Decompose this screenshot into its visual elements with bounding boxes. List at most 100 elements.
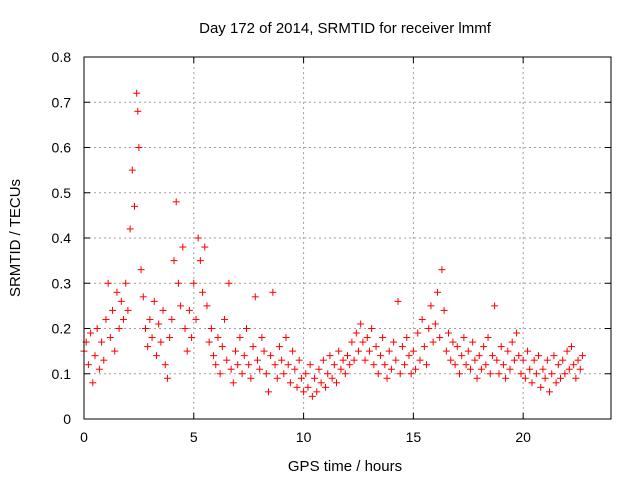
data-point <box>139 293 147 301</box>
data-point <box>324 370 332 378</box>
data-point <box>106 334 114 342</box>
data-point <box>460 334 468 342</box>
data-point <box>232 347 240 355</box>
data-point <box>135 144 143 151</box>
data-point <box>100 356 108 364</box>
data-point <box>381 361 389 369</box>
data-point <box>284 361 292 369</box>
data-point <box>565 365 573 373</box>
data-point <box>326 352 334 360</box>
data-point <box>234 361 242 369</box>
data-point <box>282 334 290 342</box>
data-point <box>385 347 393 355</box>
data-point <box>223 356 231 364</box>
data-point <box>91 352 99 360</box>
data-point <box>302 370 310 378</box>
data-point <box>181 325 189 332</box>
data-point <box>359 338 367 346</box>
data-point <box>379 334 387 342</box>
data-point <box>95 365 103 373</box>
data-point <box>166 334 174 342</box>
data-point <box>291 365 299 373</box>
data-point <box>273 374 281 382</box>
data-point <box>111 347 119 355</box>
y-tick-label: 0.7 <box>52 94 72 110</box>
data-point <box>313 388 321 396</box>
data-point <box>159 306 167 314</box>
data-point <box>376 352 384 360</box>
data-point <box>407 370 415 378</box>
data-point <box>194 234 202 242</box>
x-tick-label: 0 <box>80 429 88 445</box>
data-point <box>449 338 457 346</box>
data-point <box>339 356 347 364</box>
data-point <box>328 374 336 382</box>
data-point <box>236 334 244 342</box>
data-point <box>524 347 532 355</box>
data-point <box>203 302 211 310</box>
data-point <box>561 370 569 378</box>
data-point <box>115 325 123 332</box>
data-point <box>473 374 481 382</box>
data-point <box>238 370 246 378</box>
data-point <box>550 352 558 360</box>
data-point <box>499 361 507 369</box>
data-point <box>455 370 463 378</box>
data-point <box>482 361 490 369</box>
data-point <box>144 343 152 351</box>
x-tick-labels: 0 5 10 15 20 <box>80 429 531 445</box>
data-point <box>539 365 547 373</box>
data-point <box>286 379 294 387</box>
data-point <box>436 334 444 342</box>
data-point <box>396 370 404 378</box>
data-point <box>161 361 169 369</box>
data-point <box>212 361 220 369</box>
data-point <box>546 388 554 396</box>
data-point <box>168 315 176 323</box>
data-point <box>394 297 402 305</box>
x-tick-label: 20 <box>515 429 531 445</box>
data-point <box>409 347 417 355</box>
data-point <box>249 343 257 351</box>
data-point <box>190 279 198 287</box>
data-point <box>431 320 439 328</box>
data-point <box>570 361 578 369</box>
data-point <box>361 356 369 364</box>
data-point <box>390 338 398 346</box>
data-point <box>526 365 534 373</box>
data-point <box>537 383 545 391</box>
data-point <box>504 347 512 355</box>
data-point <box>513 329 521 337</box>
data-point <box>350 356 358 364</box>
data-point <box>372 343 380 351</box>
y-tick-label: 0.3 <box>52 275 72 291</box>
data-point <box>425 325 433 332</box>
data-point <box>438 266 446 274</box>
data-point <box>370 361 378 369</box>
data-point <box>480 343 488 351</box>
data-point <box>576 365 584 373</box>
data-point <box>418 315 426 323</box>
data-point <box>488 352 496 360</box>
data-point <box>486 370 494 378</box>
y-axis-label: SRMTID / TECUs <box>7 179 24 297</box>
data-point <box>275 343 283 351</box>
data-point <box>414 329 422 337</box>
data-point <box>427 302 435 310</box>
data-point <box>174 279 182 287</box>
plot-frame <box>83 56 612 420</box>
y-tick-label: 0.2 <box>52 321 72 337</box>
data-point <box>253 356 261 364</box>
data-point <box>308 392 316 400</box>
data-point <box>368 325 376 332</box>
data-point <box>502 374 510 382</box>
data-point <box>420 343 428 351</box>
data-point <box>506 365 514 373</box>
data-point <box>131 202 139 210</box>
data-point <box>289 347 297 355</box>
data-point <box>267 352 275 360</box>
data-point <box>510 356 518 364</box>
data-point <box>247 374 255 382</box>
data-point <box>172 198 180 206</box>
